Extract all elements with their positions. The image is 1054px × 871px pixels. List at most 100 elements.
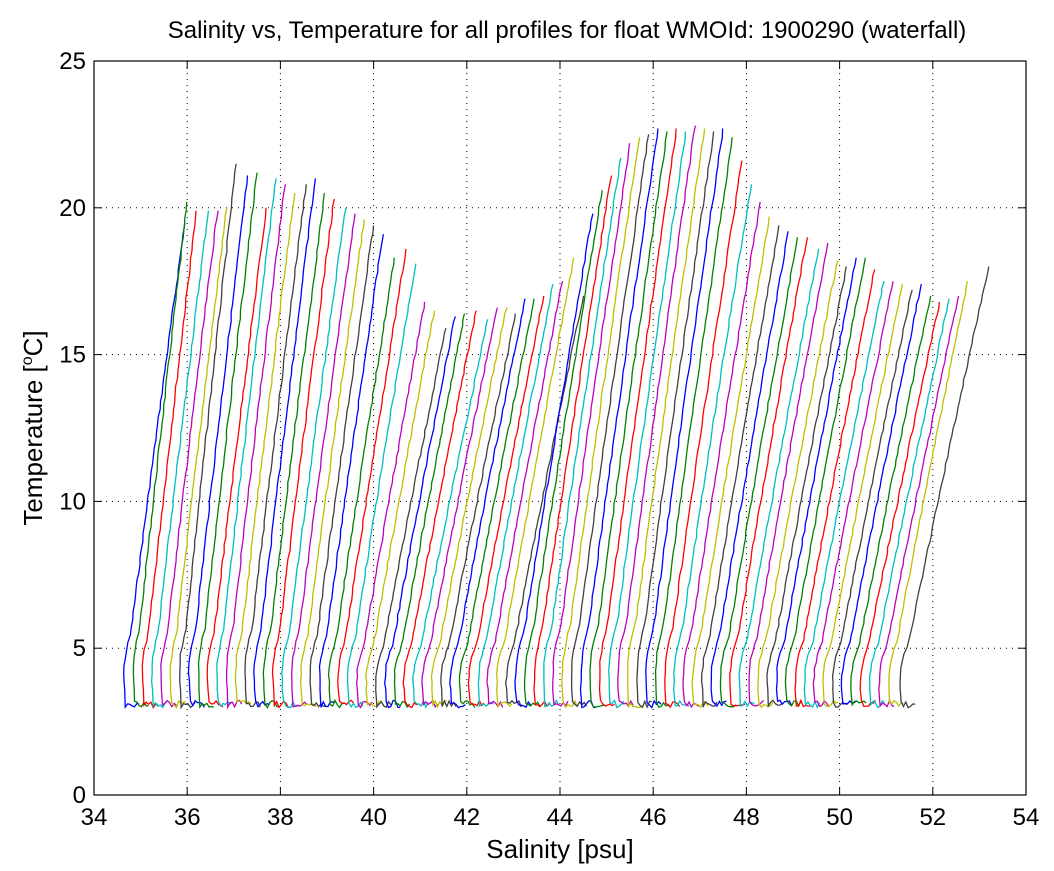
- profile-line: [710, 231, 789, 708]
- profile-line: [608, 131, 687, 709]
- y-tick-label: 5: [73, 635, 86, 662]
- profile-line: [384, 316, 457, 709]
- x-axis-ticks: 34 36 38 40 42 44 46 48 50 52 54: [81, 61, 1040, 831]
- profile-line: [150, 210, 210, 709]
- profile-line: [840, 283, 922, 705]
- x-tick-label: 38: [267, 804, 294, 831]
- profile-line: [598, 128, 677, 707]
- profile-line: [701, 225, 780, 708]
- profile-line: [271, 198, 336, 709]
- profile-line: [859, 301, 940, 707]
- profile-line: [822, 283, 904, 708]
- profile-line: [878, 295, 960, 708]
- profile-line: [318, 234, 385, 708]
- profile-line: [291, 213, 356, 708]
- profile-line: [691, 216, 770, 709]
- x-tick-label: 50: [826, 804, 853, 831]
- x-tick-label: 52: [919, 804, 946, 831]
- profile-line: [299, 219, 365, 708]
- x-tick-label: 34: [81, 804, 108, 831]
- profile-line: [402, 310, 477, 709]
- profile-line: [617, 125, 697, 708]
- profile-line: [187, 175, 249, 708]
- profile-line: [179, 163, 237, 710]
- profile-line: [327, 257, 395, 709]
- profile-line: [346, 263, 417, 709]
- profile-line: [160, 210, 219, 708]
- profile-line: [206, 207, 267, 708]
- y-tick-label: 25: [59, 48, 86, 75]
- x-tick-label: 44: [547, 804, 574, 831]
- profile-line: [757, 260, 839, 709]
- profile-line: [738, 248, 820, 708]
- profile-line: [570, 134, 650, 708]
- profile-line: [234, 193, 296, 705]
- profile-line: [449, 298, 526, 709]
- profile-line: [850, 295, 932, 707]
- profile-line: [533, 175, 613, 708]
- profile-line: [645, 128, 724, 709]
- profile-line: [523, 190, 603, 707]
- profile-line: [132, 201, 188, 708]
- profile-line: [627, 128, 706, 709]
- y-axis-ticks: 0 5 10 15 20 25: [59, 48, 1026, 809]
- profile-line: [784, 257, 867, 708]
- profile-line: [514, 213, 594, 709]
- profile-line: [393, 313, 466, 709]
- profile-line: [561, 137, 641, 709]
- profile-line: [141, 210, 197, 709]
- x-tick-label: 48: [733, 804, 760, 831]
- x-tick-label: 40: [360, 804, 387, 831]
- profile-line: [719, 237, 799, 708]
- x-axis-label: Salinity [psu]: [486, 834, 633, 864]
- y-tick-label: 15: [59, 342, 86, 369]
- chart-title: Salinity vs, Temperature for all profile…: [168, 17, 967, 44]
- y-axis-label-prefix: Temperature [: [18, 364, 48, 525]
- profile-line: [682, 201, 761, 709]
- profile-line: [543, 157, 622, 708]
- grid-lines: [94, 61, 1026, 795]
- profile-line: [812, 281, 894, 708]
- x-tick-label: 46: [640, 804, 667, 831]
- x-tick-label: 54: [1013, 804, 1040, 831]
- y-axis-label-degree: o: [19, 356, 36, 365]
- profile-line: [775, 257, 857, 706]
- profile-line: [169, 207, 228, 709]
- profile-line: [458, 298, 535, 708]
- y-tick-label: 10: [59, 488, 86, 515]
- profile-line: [477, 283, 554, 708]
- profile-line: [803, 280, 885, 709]
- profile-line: [589, 131, 668, 708]
- profile-line: [496, 257, 575, 709]
- profile-line: [253, 178, 317, 708]
- x-tick-label: 42: [453, 804, 480, 831]
- profile-line: [654, 137, 733, 709]
- y-tick-label: 0: [73, 782, 86, 809]
- y-axis-label-suffix: C]: [18, 330, 48, 356]
- profile-line: [225, 184, 287, 710]
- profile-line: [486, 281, 564, 708]
- profile-line: [281, 207, 347, 709]
- profile-line: [636, 131, 715, 709]
- x-tick-label: 36: [174, 804, 201, 831]
- profile-line: [440, 313, 516, 709]
- profile-line: [365, 310, 436, 708]
- y-tick-label: 20: [59, 195, 86, 222]
- profile-line: [412, 319, 489, 709]
- profile-line: [355, 301, 426, 709]
- y-axis-label: Temperature [oC]: [18, 330, 48, 525]
- profile-line: [748, 242, 829, 707]
- profile-line: [123, 222, 186, 709]
- profile-line: [430, 307, 508, 709]
- profile-line: [673, 184, 753, 707]
- profile-line: [868, 298, 950, 709]
- profile-line: [421, 307, 498, 709]
- profile-line: [467, 295, 545, 707]
- profile-line: [309, 225, 375, 708]
- profile-line: [664, 160, 743, 709]
- profile-line: [337, 248, 407, 706]
- profile-line: [729, 237, 809, 707]
- profile-line: [831, 289, 913, 709]
- profile-line: [552, 143, 631, 708]
